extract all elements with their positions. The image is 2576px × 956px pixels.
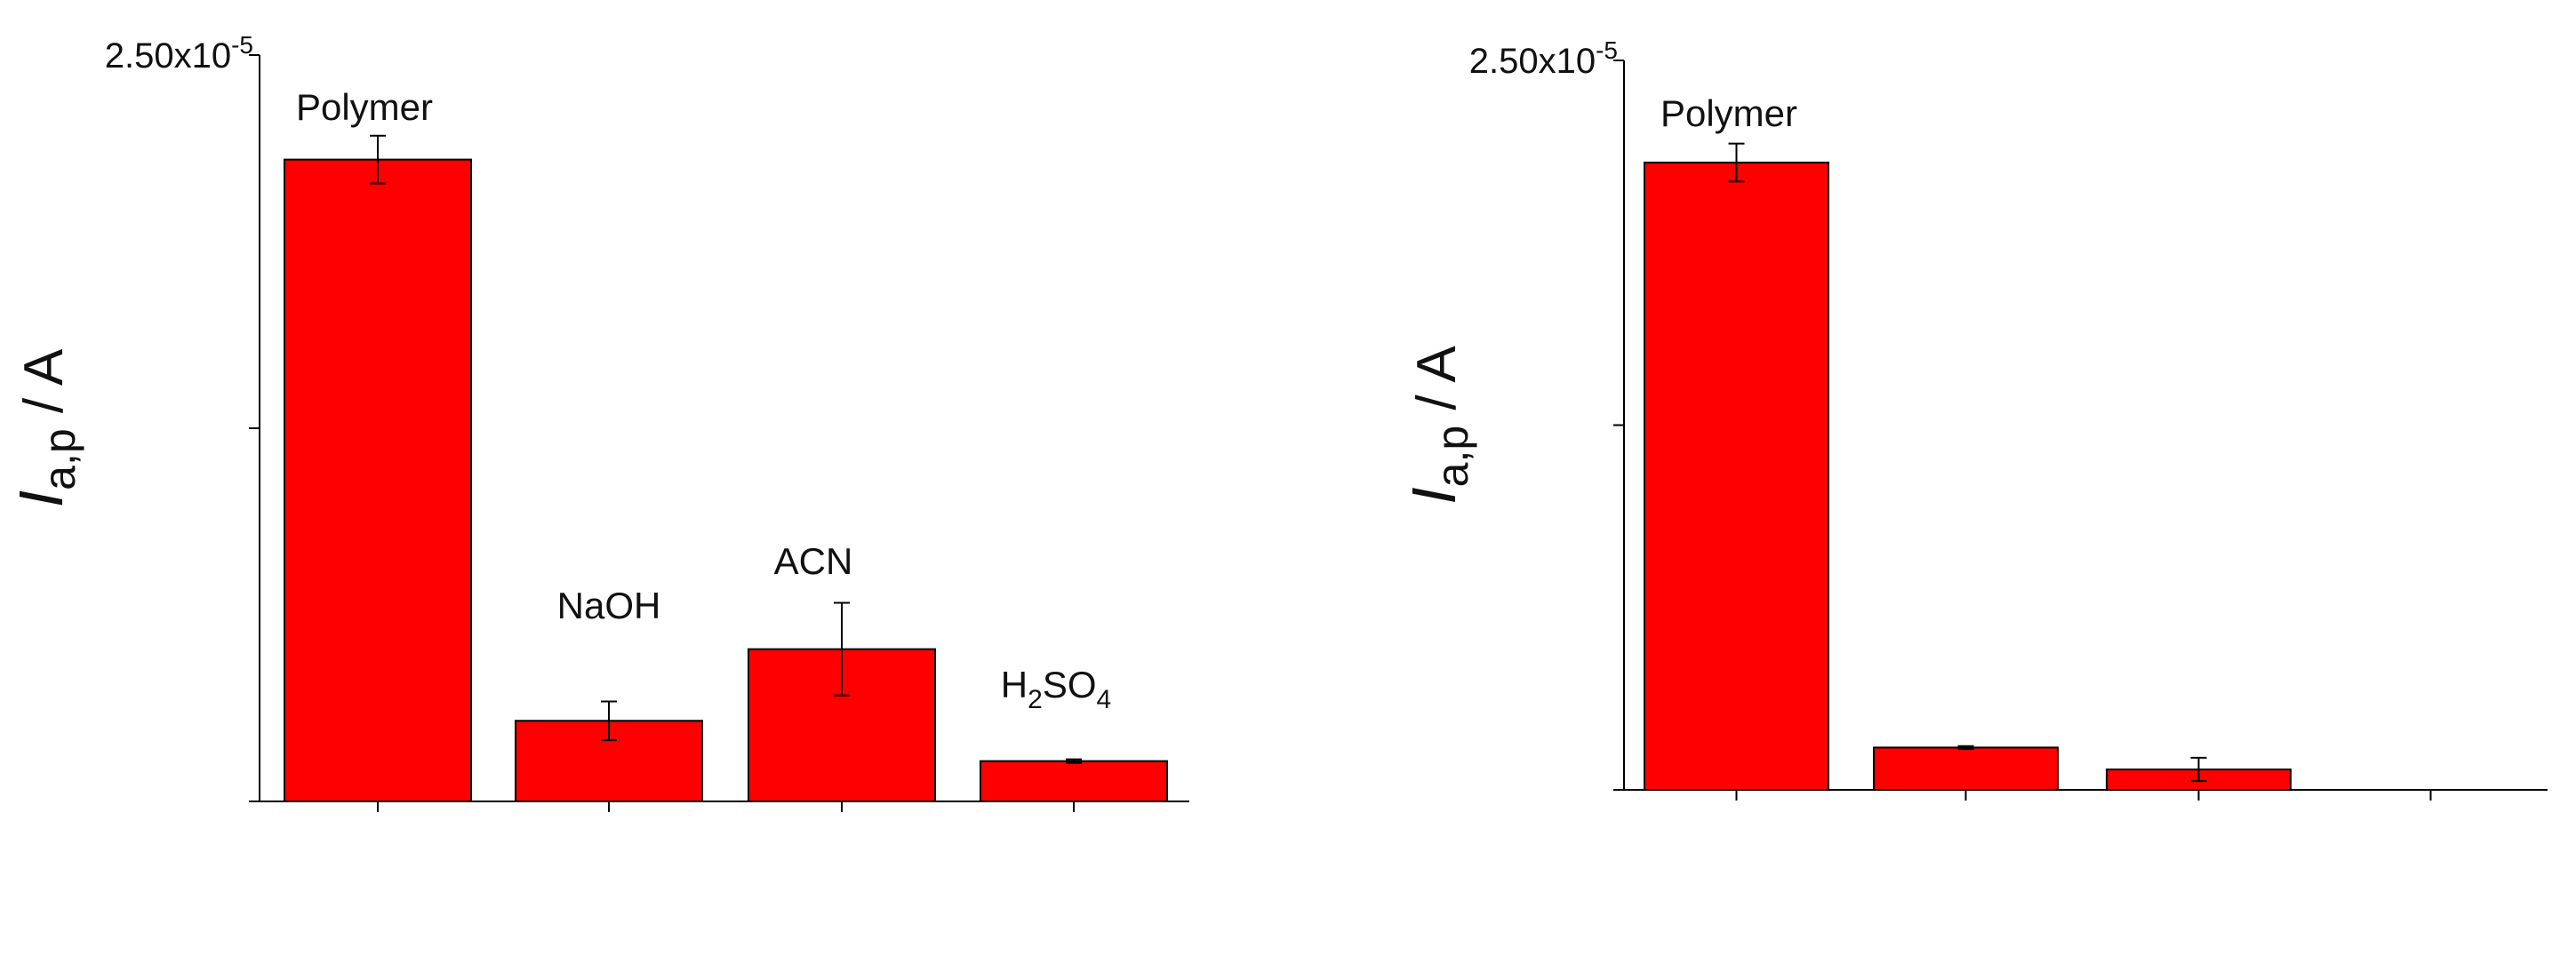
y-tick-label: 2.50x10-5 (105, 31, 253, 76)
y-axis-title: Ia,p / A (6, 348, 84, 507)
bar-label: Polymer (296, 86, 433, 128)
y-tick-label: 2.50x10-5 (1469, 36, 1618, 81)
bar-label: Polymer (1660, 92, 1797, 134)
bar-label: ACN (774, 540, 853, 582)
bar-label: NaOH (557, 585, 661, 626)
bar (1873, 746, 2059, 792)
y-axis-title: Ia,p / A (1399, 346, 1477, 505)
panel-a: Polymer NaOH ACN H2SO4 2.50x10-5 Ia,p / A (6, 31, 1189, 812)
bar (980, 760, 1168, 803)
bar (1644, 161, 1829, 791)
bar (284, 158, 472, 803)
panel-b: Polymer 2.50x10-5 Ia,p / A (1399, 36, 2548, 801)
bar-label: H2SO4 (1001, 664, 1111, 714)
